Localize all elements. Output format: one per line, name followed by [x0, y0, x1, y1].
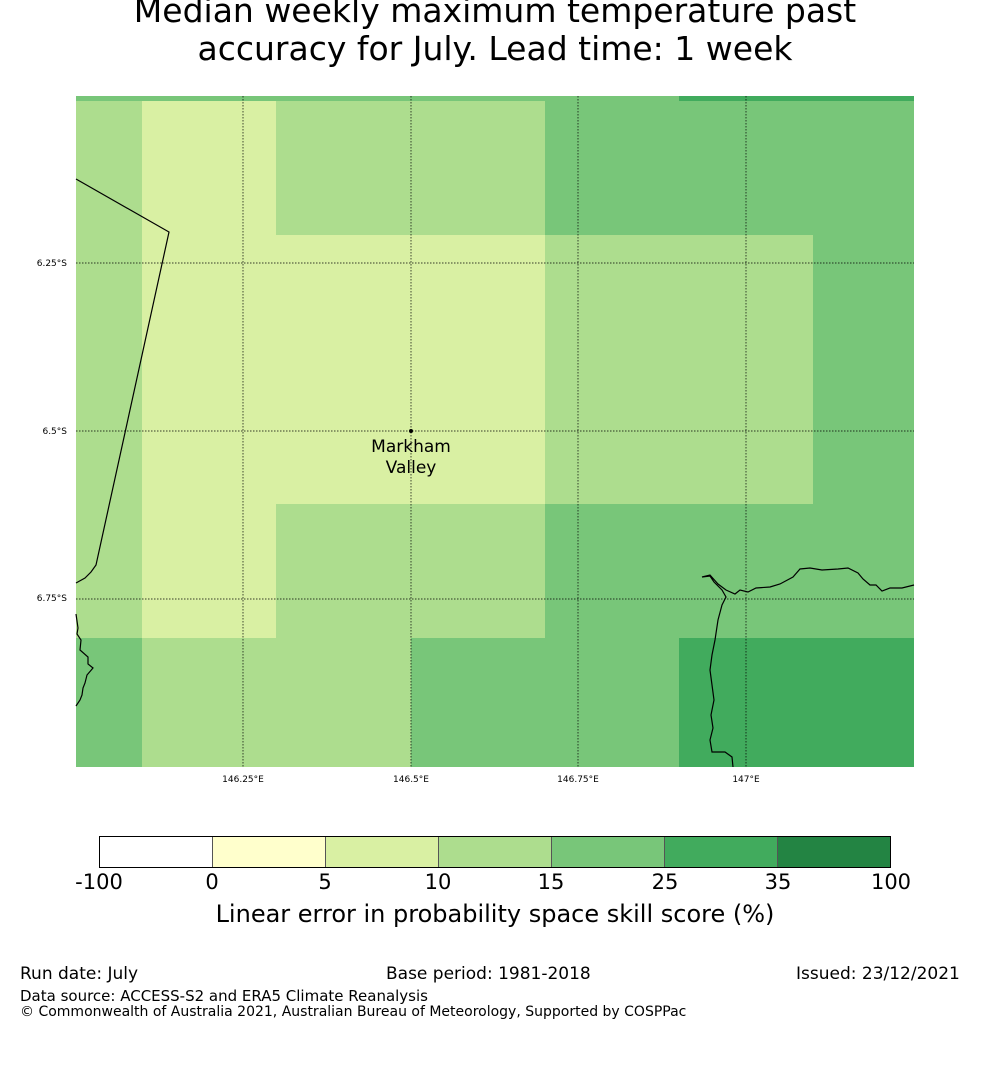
- grid-cell-center: [276, 235, 545, 504]
- lon-label: 146.5°E: [393, 775, 429, 785]
- grid-cell-east: [545, 235, 813, 504]
- grid-cell-west-central: [142, 101, 276, 638]
- colorbar-swatch: [439, 837, 552, 867]
- colorbar-label: Linear error in probability space skill …: [215, 900, 775, 928]
- colorbar-swatch: [100, 837, 213, 867]
- colorbar-swatch: [213, 837, 326, 867]
- title-line-1: Median weekly maximum temperature past: [133, 0, 857, 30]
- colorbar-tick: 100: [870, 870, 912, 894]
- colorbar-tick: 25: [651, 870, 679, 894]
- skill-map: Markham Valley 6.25°S 6.5°S 6.75°S 146.2…: [37, 96, 915, 785]
- colorbar-swatch: [778, 837, 890, 867]
- title-line-2: accuracy for July. Lead time: 1 week: [197, 29, 793, 68]
- colorbar-tick: 10: [424, 870, 452, 894]
- skill-grid: [76, 96, 914, 767]
- graticule: [76, 96, 914, 767]
- grid-cell-south: [276, 504, 545, 638]
- data-source: Data source: ACCESS-S2 and ERA5 Climate …: [20, 987, 428, 1005]
- colorbar-tick: 0: [205, 870, 219, 894]
- grid-cell-west: [76, 101, 142, 638]
- colorbar-swatch: [552, 837, 665, 867]
- grid-cell-top-strip: [76, 96, 679, 101]
- chart-title: Median weekly maximum temperature past a…: [0, 0, 990, 68]
- location-label-line-2: Valley: [386, 458, 437, 478]
- grid-cell-southeast: [679, 638, 914, 767]
- colorbar-tick: 35: [764, 870, 792, 894]
- coast-west: [75, 613, 94, 707]
- grid-cell-southwest: [142, 638, 411, 767]
- lat-label: 6.75°S: [37, 594, 68, 604]
- colorbar-tick: -100: [75, 870, 123, 894]
- coast-east: [701, 567, 915, 768]
- issued-date: Issued: 23/12/2021: [796, 964, 960, 984]
- lon-label: 147°E: [732, 775, 760, 785]
- colorbar-swatch: [665, 837, 778, 867]
- copyright: © Commonwealth of Australia 2021, Austra…: [20, 1004, 687, 1020]
- base-period: Base period: 1981-2018: [386, 964, 591, 984]
- location-marker: [409, 429, 413, 433]
- colorbar-tick: 5: [318, 870, 332, 894]
- lon-label: 146.25°E: [222, 775, 264, 785]
- colorbar: [99, 836, 891, 868]
- lat-label: 6.5°S: [42, 427, 67, 437]
- grid-cell-top-right-strip: [679, 96, 914, 101]
- coastline: [75, 178, 915, 768]
- lon-label: 146.75°E: [557, 775, 599, 785]
- run-date: Run date: July: [20, 964, 139, 984]
- border-line: [75, 178, 170, 584]
- lat-label: 6.25°S: [37, 259, 68, 269]
- grid-cell-north: [276, 101, 545, 235]
- location-label-line-1: Markham: [371, 437, 451, 457]
- colorbar-swatch: [326, 837, 439, 867]
- colorbar-tick: 15: [537, 870, 565, 894]
